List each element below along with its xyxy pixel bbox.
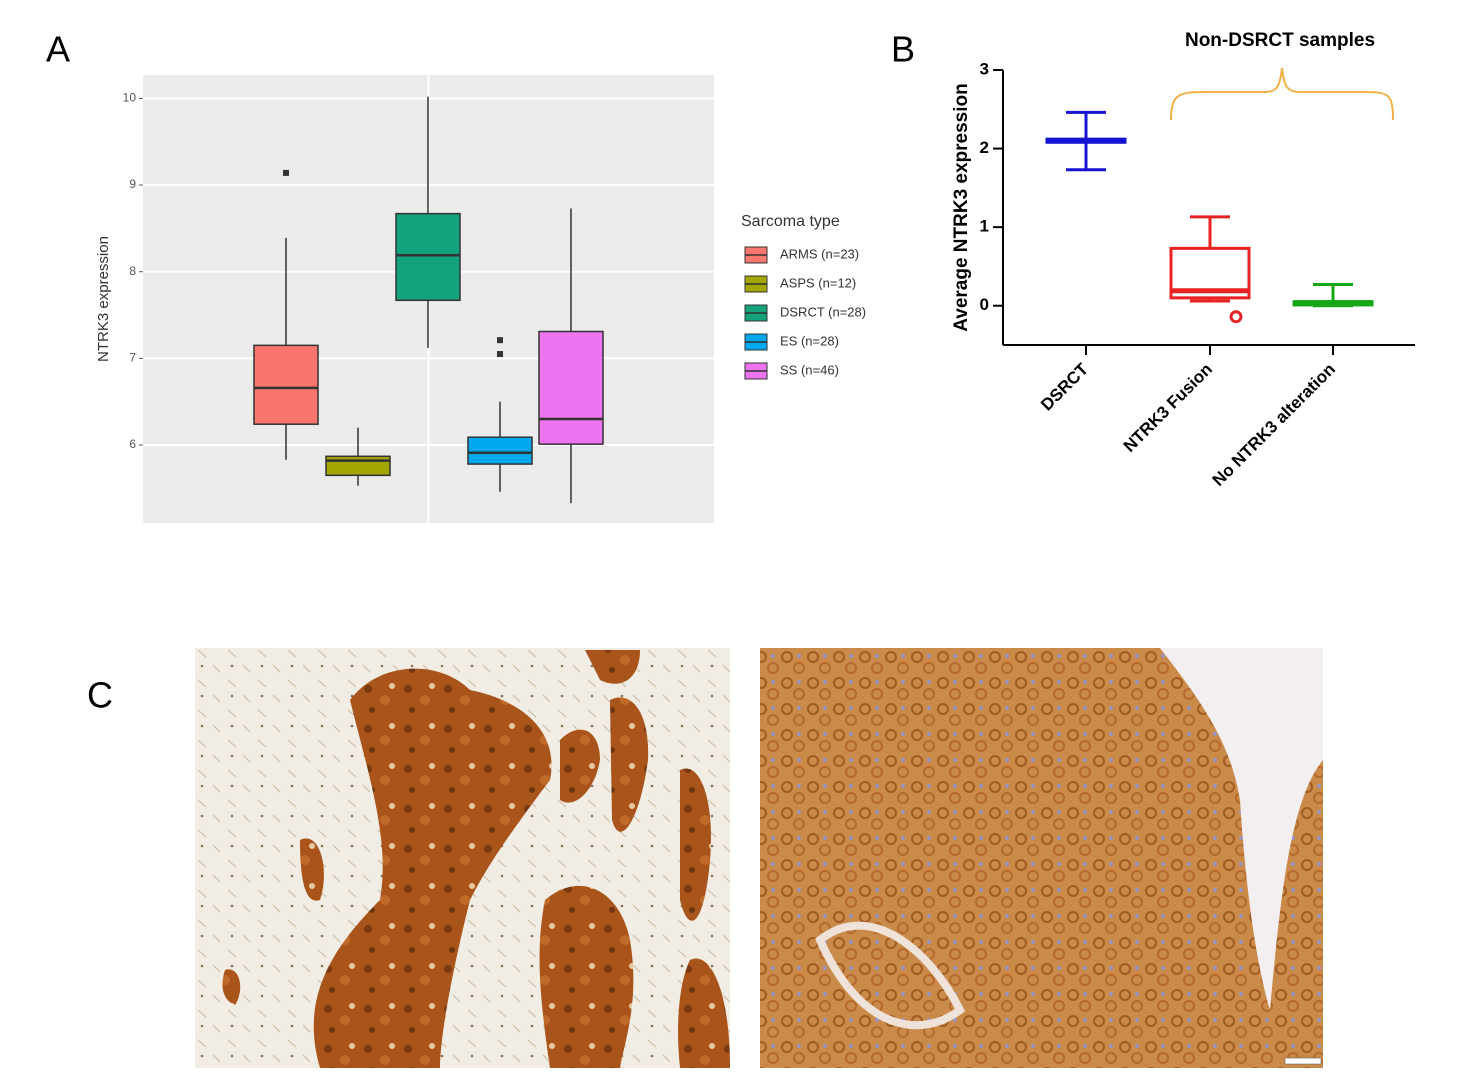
outlier [283,169,289,176]
legend-label: ARMS (n=23) [780,246,859,261]
box [467,436,533,465]
panel-label: B [891,29,915,70]
y-tick-label: 3 [980,59,989,78]
legend-label: ASPS (n=12) [780,275,856,290]
box [395,212,461,302]
box [538,330,604,445]
annotation: Non-DSRCT samples [1185,30,1375,51]
y-tick-label: 7 [129,351,136,365]
legend-label: ES (n=28) [780,333,839,348]
panel-label: C [87,675,113,716]
y-tick-label: 10 [123,91,137,105]
y-tick-label: 0 [980,295,989,314]
bracket [1170,67,1394,121]
y-axis-label: NTRK3 expression [95,236,112,362]
x-tick-label: No NTRK3 alteration [1209,360,1339,490]
y-tick-label: 9 [129,177,136,191]
box [253,344,319,425]
legend-label: DSRCT (n=28) [780,304,866,319]
legend-label: SS (n=46) [780,362,839,377]
panel-label: A [46,29,70,70]
x-tick-label: DSRCT [1037,359,1092,414]
y-tick-label: 1 [980,217,989,236]
y-tick-label: 6 [129,437,136,451]
outlier [1229,310,1243,324]
legend-title: Sarcoma type [741,213,840,230]
micrograph-right [760,648,1323,1068]
micrograph-left [195,648,730,1068]
outlier [497,351,503,358]
y-tick-label: 8 [129,264,136,278]
box [325,455,391,477]
y-axis-label: Average NTRK3 expression [951,83,972,332]
x-tick-label: NTRK3 Fusion [1120,360,1216,456]
outlier [497,337,503,344]
y-tick-label: 2 [980,138,989,157]
